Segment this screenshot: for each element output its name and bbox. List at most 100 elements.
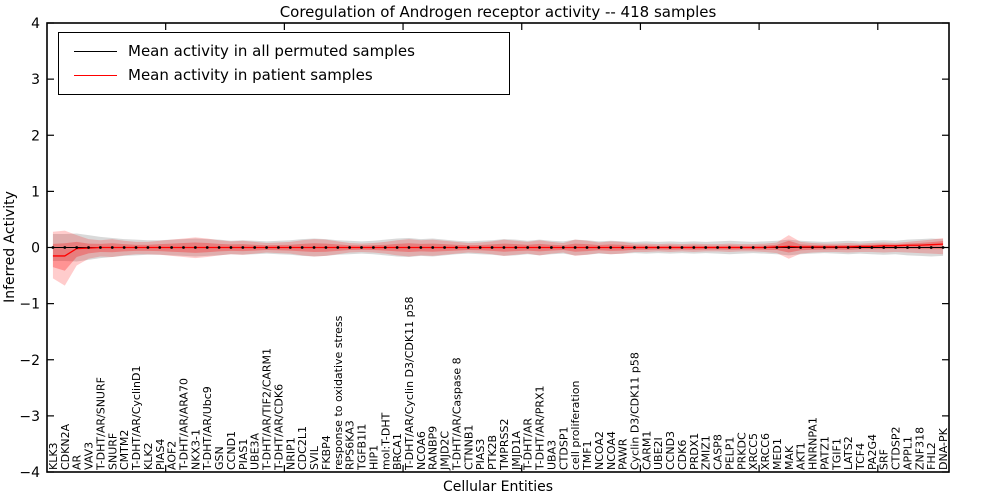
x-tick-label: AKT1 (795, 442, 808, 470)
x-tick-label: T-DHT/AR/CDK6 (272, 384, 285, 471)
x-tick-label: GSN (213, 446, 226, 470)
x-tick-label: PATZ1 (818, 436, 831, 470)
y-tick-label: 4 (31, 16, 40, 32)
permuted-mean-marker (692, 246, 696, 249)
permuted-mean-marker (217, 246, 221, 249)
permuted-mean-marker (716, 246, 719, 249)
permuted-mean-marker (822, 246, 826, 249)
x-tick-label: CARM1 (640, 431, 653, 470)
permuted-mean-marker (573, 246, 577, 249)
x-tick-label: PIAS4 (154, 439, 167, 470)
permuted-mean-marker (561, 246, 565, 249)
permuted-mean-marker (585, 246, 589, 249)
patient-band-outer (52, 230, 944, 286)
permuted-mean-marker (538, 246, 541, 249)
x-tick-label: PTK2B (486, 435, 499, 470)
x-tick-label: T-DHT/AR/Ubc9 (201, 386, 214, 471)
x-tick-label: PAWR (617, 438, 630, 470)
permuted-mean-marker (621, 246, 625, 249)
x-tick-label: T-DHT/AR/CyclinD1 (130, 365, 143, 471)
permuted-mean-marker (490, 246, 494, 249)
permuted-mean-marker (775, 246, 779, 249)
x-tick-label: TMF1 (581, 440, 594, 471)
x-tick-label: XRCC6 (759, 433, 772, 470)
permuted-mean-marker (431, 246, 435, 249)
legend-label-patient: Mean activity in patient samples (128, 66, 373, 84)
permuted-mean-marker (229, 246, 233, 249)
x-tick-label: SVIL (308, 445, 321, 470)
legend-line-patient-swatch (74, 75, 117, 76)
permuted-mean-marker (858, 246, 862, 249)
permuted-mean-marker (633, 246, 636, 249)
x-tick-label: Cyclin D3/CDK11 p58 (628, 352, 641, 470)
permuted-mean-marker (728, 246, 731, 249)
permuted-mean-marker (466, 246, 470, 249)
x-tick-label: response to oxidative stress (332, 315, 345, 470)
permuted-mean-marker (443, 246, 446, 249)
x-tick-label: T-DHT/AR/Caspase 8 (450, 357, 463, 471)
permuted-mean-marker (799, 246, 803, 249)
x-tick-label: CDKN2A (59, 423, 72, 470)
x-tick-label: UBE3A (249, 432, 262, 470)
permuted-mean-marker (550, 246, 553, 249)
x-tick-label: NCOA2 (593, 431, 606, 470)
x-tick-label: AOF2 (166, 441, 179, 470)
x-tick-label: AR (71, 454, 84, 470)
permuted-mean-marker (336, 246, 340, 249)
patient-mean-line (52, 243, 944, 257)
permuted-mean-marker (241, 246, 245, 249)
permuted-mean-marker (894, 246, 897, 249)
permuted-mean-marker (526, 246, 530, 249)
permuted-mean-marker (182, 246, 185, 249)
legend-label-permuted: Mean activity in all permuted samples (128, 42, 415, 60)
permuted-mean-marker (99, 246, 102, 249)
x-tick-label: HNRNPA1 (807, 417, 820, 470)
x-tick-label: TGFB1I1 (356, 424, 369, 471)
y-tick-label: 2 (31, 128, 40, 144)
x-tick-label: CTDSP2 (890, 427, 903, 470)
permuted-mean-marker (751, 246, 755, 249)
permuted-mean-marker (917, 246, 921, 249)
permuted-mean-marker (609, 246, 613, 249)
permuted-mean-marker (122, 246, 126, 249)
legend-entry-permuted: Mean activity in all permuted samples (59, 44, 509, 59)
y-tick-label: −1 (19, 297, 40, 313)
permuted-mean-marker (763, 246, 767, 249)
x-tick-label: XRCC5 (747, 433, 760, 470)
permuted-mean-marker (134, 246, 138, 249)
permuted-mean-marker (502, 246, 506, 249)
x-tick-label: VAV3 (83, 442, 96, 470)
permuted-mean-marker (360, 246, 363, 249)
x-tick-label: KLK2 (142, 442, 155, 470)
x-tick-label: MED1 (771, 438, 784, 470)
x-tick-label: JMJD1A (510, 431, 523, 471)
x-tick-label: CDC2L1 (296, 426, 309, 470)
permuted-mean-marker (834, 246, 838, 249)
permuted-mean-marker (680, 246, 684, 249)
permuted-mean-marker (75, 246, 79, 249)
permuted-mean-marker (324, 246, 328, 249)
permuted-mean-marker (146, 246, 150, 249)
permuted-mean-marker (170, 246, 174, 249)
x-tick-label: UBA3 (545, 440, 558, 470)
permuted-mean-marker (277, 246, 280, 249)
permuted-mean-marker (63, 246, 67, 249)
x-tick-label: T-DHT/AR (522, 418, 535, 471)
x-tick-label: CCND3 (664, 431, 677, 470)
x-tick-label: HIP1 (367, 445, 380, 470)
x-tick-label: CTNNB1 (462, 425, 475, 470)
x-tick-label: MAK (783, 445, 796, 470)
permuted-mean-marker (644, 246, 648, 249)
permuted-mean-marker (110, 246, 114, 249)
x-tick-label: NCOA6 (415, 431, 428, 470)
x-tick-label: CCND1 (225, 431, 238, 470)
legend-entry-patient: Mean activity in patient samples (59, 68, 509, 83)
x-tick-label: T-DHT/AR/Cyclin D3/CDK11 p58 (403, 296, 416, 471)
x-tick-label: TCF4 (854, 443, 867, 471)
permuted-mean-marker (846, 246, 850, 249)
permuted-mean-marker (704, 246, 708, 249)
permuted-mean-marker (253, 246, 257, 249)
permuted-mean-marker (906, 246, 909, 249)
x-tick-label: PRKDC (735, 432, 748, 470)
